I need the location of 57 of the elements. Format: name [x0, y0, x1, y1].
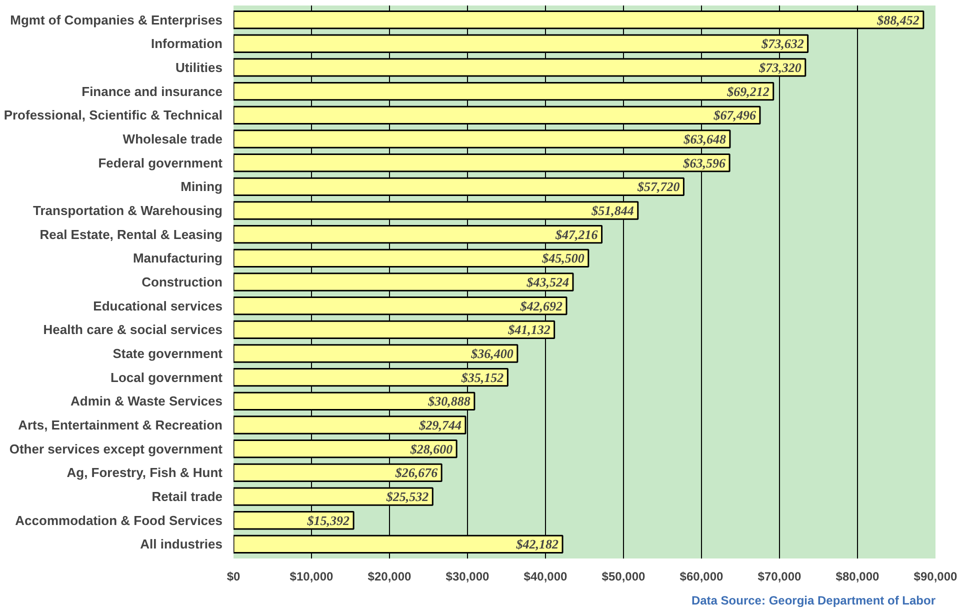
data-label: $25,532 [385, 489, 430, 504]
y-tick-label: Mgmt of Companies & Enterprises [10, 12, 223, 28]
data-label: $88,452 [876, 12, 920, 28]
y-tick-label: Utilities [176, 60, 223, 75]
data-label: $43,524 [526, 274, 570, 290]
x-tick-label: $80,000 [836, 570, 880, 584]
data-label: $57,720 [636, 179, 680, 194]
y-tick-label: Health care & social services [43, 322, 223, 338]
y-tick-label: Real Estate, Rental & Leasing [40, 226, 223, 242]
x-tick-label: $20,000 [368, 570, 412, 584]
data-label: $69,212 [726, 84, 770, 99]
y-tick-label: Mining [180, 179, 223, 194]
x-tick-label: $0 [226, 570, 240, 584]
y-tick-label: Federal government [98, 155, 224, 170]
y-tick-label: Admin & Waste Services [70, 394, 223, 409]
y-tick-label: All industries [140, 536, 223, 552]
data-label: $15,392 [306, 512, 350, 528]
data-label: $42,692 [519, 298, 563, 314]
y-tick-label: Professional, Scientific & Technical [4, 108, 223, 123]
data-label: $63,648 [682, 131, 726, 146]
data-label: $51,844 [590, 202, 634, 218]
data-label: $47,216 [554, 226, 598, 242]
y-tick-label: Manufacturing [132, 250, 223, 266]
y-tick-label: Finance and insurance [82, 84, 222, 99]
y-tick-label: Wholesale trade [122, 131, 223, 146]
x-tick-label: $60,000 [680, 570, 724, 584]
y-tick-label: Retail trade [152, 489, 223, 504]
y-tick-label: Ag, Forestry, Fish & Hunt [66, 465, 224, 480]
data-label: $28,600 [409, 441, 454, 456]
x-tick-label: $10,000 [290, 570, 334, 584]
y-tick-label: Transportation & Warehousing [33, 202, 223, 218]
x-tick-label: $30,000 [446, 570, 490, 584]
y-tick-label: Other services except government [9, 441, 224, 456]
x-tick-label: $50,000 [602, 570, 646, 584]
data-label: $73,632 [760, 36, 804, 52]
x-tick-label: $70,000 [758, 570, 802, 584]
data-label: $42,182 [515, 536, 560, 552]
data-label: $35,152 [460, 370, 504, 385]
y-tick-label: Local government [110, 370, 224, 385]
y-tick-label: Information [151, 36, 223, 52]
data-label: $26,676 [394, 465, 438, 480]
data-label: $41,132 [507, 322, 551, 338]
data-label: $29,744 [418, 418, 462, 433]
data-label: $45,500 [541, 250, 585, 266]
x-tick-label: $90,000 [914, 570, 958, 584]
y-tick-label: State government [112, 346, 224, 362]
data-label: $30,888 [427, 394, 471, 409]
y-tick-label: Educational services [93, 298, 223, 314]
data-label: $63,596 [682, 155, 726, 170]
y-tick-label: Accommodation & Food Services [15, 512, 223, 528]
x-tick-label: $40,000 [524, 570, 568, 584]
y-tick-label: Construction [142, 274, 223, 290]
source-note: Data Source: Georgia Department of Labor [691, 594, 936, 608]
data-label: $67,496 [712, 108, 756, 123]
data-label: $36,400 [470, 346, 514, 362]
y-tick-label: Arts, Entertainment & Recreation [18, 418, 223, 433]
data-label: $73,320 [758, 60, 802, 75]
